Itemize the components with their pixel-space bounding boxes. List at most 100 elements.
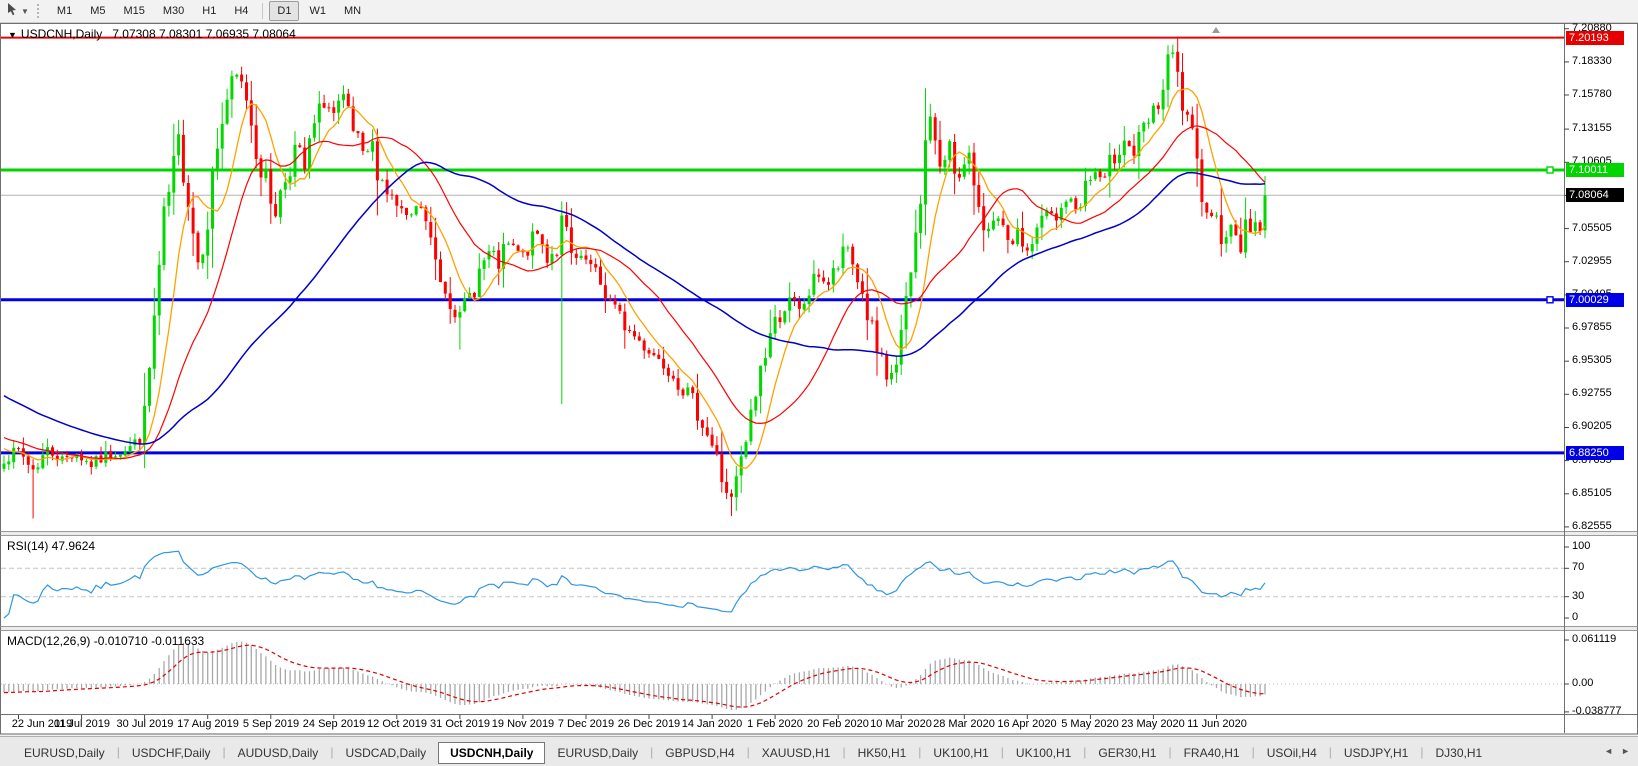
date-axis-label: 12 Oct 2019: [367, 718, 427, 730]
date-axis-label: 10 Mar 2020: [870, 718, 932, 730]
chart-tab-gbpusd-h4[interactable]: GBPUSD,H4: [665, 745, 735, 760]
date-axis-label: 28 Mar 2020: [933, 718, 995, 730]
chart-tab-usoil-h4[interactable]: USOil,H4: [1266, 745, 1317, 760]
price-axis-label: 7.02955: [1572, 255, 1612, 267]
pane-divider[interactable]: [1, 531, 1637, 536]
date-axis-label: 5 May 2020: [1061, 718, 1119, 730]
price-axis-label: 7.13155: [1572, 122, 1612, 134]
chart-title: ▼ USDCNH,Daily 7.07308 7.08301 7.06935 7.0…: [8, 27, 296, 41]
chart-tab-ger30-h1[interactable]: GER30,H1: [1098, 745, 1157, 760]
date-axis-label: 17 Aug 2019: [177, 718, 239, 730]
tab-scroll-right-icon[interactable]: ►: [1621, 746, 1630, 756]
chart-tab-usdcnh-daily[interactable]: USDCNH,Daily: [438, 741, 546, 764]
timeframe-button-M5[interactable]: M5: [90, 5, 106, 17]
date-axis-label: 5 Sep 2019: [242, 718, 300, 730]
tab-scroll-arrows: ◄ ►: [1604, 746, 1630, 756]
chart-tab-hk50-h1[interactable]: HK50,H1: [857, 745, 907, 760]
chart-tab-eurusd-daily[interactable]: EURUSD,Daily: [24, 745, 105, 760]
tab-separator: |: [116, 745, 120, 759]
rsi-axis-label: 0: [1572, 611, 1579, 623]
toolbar-grip[interactable]: [36, 4, 42, 18]
timeframe-button-MN[interactable]: MN: [343, 5, 362, 17]
chart-shift-marker[interactable]: [1212, 27, 1220, 33]
timeframe-button-H4[interactable]: H4: [234, 5, 249, 17]
tab-separator: |: [1168, 745, 1172, 759]
date-axis-label: 1 Feb 2020: [747, 718, 803, 730]
tab-separator: |: [222, 745, 226, 759]
timeframe-button-M1[interactable]: M1: [56, 5, 73, 17]
date-axis-label: 11 Jul 2019: [53, 718, 111, 730]
tab-separator: |: [1083, 745, 1087, 759]
macd-axis-label: 0.061119: [1572, 633, 1617, 645]
chart-tab-audusd-daily[interactable]: AUDUSD,Daily: [237, 745, 319, 760]
date-axis-label: 23 May 2020: [1121, 718, 1185, 730]
current-price-badge: 7.08064: [1566, 188, 1624, 202]
date-axis-label: 30 Jul 2019: [116, 718, 174, 730]
macd-histogram: [3, 641, 1266, 710]
price-axis-label: 6.97855: [1572, 321, 1612, 333]
timeframe-button-M30[interactable]: M30: [162, 5, 185, 17]
chart-tab-xauusd-h1[interactable]: XAUUSD,H1: [761, 745, 831, 760]
tab-scroll-left-icon[interactable]: ◄: [1604, 746, 1614, 756]
level-price-badge[interactable]: 6.88250: [1566, 446, 1624, 460]
ma-fast-line: [3, 87, 1266, 469]
price-axis-label: 7.18330: [1572, 55, 1612, 67]
date-axis-label: 26 Dec 2019: [617, 718, 681, 730]
chevron-down-icon[interactable]: ▼: [21, 6, 29, 16]
tab-separator: |: [1000, 745, 1004, 759]
timeframe-button-H1[interactable]: H1: [202, 5, 217, 17]
timeframe-button-D1[interactable]: D1: [269, 1, 300, 21]
chart-tab-uk100-h1[interactable]: UK100,H1: [1015, 745, 1072, 760]
level-price-badge[interactable]: 7.00029: [1566, 293, 1624, 307]
ma-slow-line: [3, 161, 1266, 445]
tab-separator: |: [330, 745, 334, 759]
ma-mid-line: [3, 125, 1266, 460]
date-axis-label: 19 Nov 2019: [491, 718, 555, 730]
cursor-tool-icon: [6, 2, 19, 21]
chart-symbol-label: USDCNH,Daily: [20, 27, 103, 41]
level-price-badge[interactable]: 7.20193: [1566, 31, 1624, 45]
timeframe-button-W1[interactable]: W1: [309, 5, 326, 17]
date-axis-label: 7 Dec 2019: [557, 718, 615, 730]
chart-title-caret-icon[interactable]: ▼: [8, 30, 17, 40]
tab-separator: |: [918, 745, 922, 759]
tab-separator: |: [1328, 745, 1332, 759]
chart-tab-fra40-h1[interactable]: FRA40,H1: [1183, 745, 1240, 760]
tab-separator: |: [842, 745, 846, 759]
chart-tab-usdchf-daily[interactable]: USDCHF,Daily: [131, 745, 211, 760]
chart-tab-uk100-h1[interactable]: UK100,H1: [933, 745, 989, 760]
toolbar-separator: [262, 3, 264, 19]
cursor-tool-button[interactable]: ▼: [0, 1, 35, 21]
price-axis-label: 6.95305: [1572, 354, 1612, 366]
date-axis-label: 24 Sep 2019: [302, 718, 366, 730]
level-line-handle[interactable]: [1546, 296, 1554, 304]
timeframe-button-M15[interactable]: M15: [123, 5, 145, 17]
chart-tab-usdcad-daily[interactable]: USDCAD,Daily: [345, 745, 427, 760]
timeframe-buttons: M1 M5 M15 M30 H1 H4 D1 W1 MN: [48, 1, 370, 21]
rsi-indicator-label: RSI(14) 47.9624: [7, 539, 96, 553]
timeframe-toolbar: ▼ M1 M5 M15 M30 H1 H4 D1 W1 MN: [0, 0, 1638, 23]
macd-indicator-label: MACD(12,26,9) -0.010710 -0.011633: [7, 634, 205, 648]
rsi-line: [3, 550, 1266, 619]
rsi-axis-label: 70: [1572, 561, 1585, 573]
date-axis-label: 16 Apr 2020: [997, 718, 1057, 730]
price-axis-label: 6.90205: [1572, 420, 1612, 432]
chart-tab-dj30-h1[interactable]: DJ30,H1: [1435, 745, 1483, 760]
tab-separator: |: [650, 745, 654, 759]
chart-tab-bar: EURUSD,Daily | USDCHF,Daily | AUDUSD,Daily | U…: [0, 736, 1638, 766]
price-axis-label: 7.15780: [1572, 88, 1612, 100]
chart-ohlc-values: 7.07308 7.08301 7.06935 7.08064: [112, 27, 296, 41]
macd-axis-label: -0.038777: [1572, 705, 1622, 717]
price-axis-label: 6.85105: [1572, 487, 1612, 499]
chart-tabs: EURUSD,Daily | USDCHF,Daily | AUDUSD,Daily | U…: [12, 741, 1494, 764]
pane-divider[interactable]: [1, 626, 1637, 631]
rsi-axis-label: 30: [1572, 590, 1585, 602]
chart-tab-usdjpy-h1[interactable]: USDJPY,H1: [1343, 745, 1409, 760]
tab-separator: |: [1420, 745, 1424, 759]
chart-tab-eurusd-daily[interactable]: EURUSD,Daily: [557, 745, 639, 760]
date-axis-label: 20 Feb 2020: [807, 718, 869, 730]
level-price-badge[interactable]: 7.10011: [1566, 163, 1624, 177]
level-line-handle[interactable]: [1546, 166, 1554, 174]
